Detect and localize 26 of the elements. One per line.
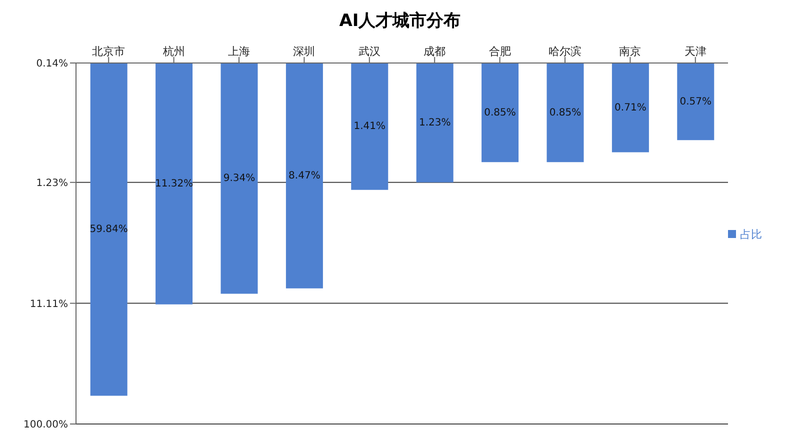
y-tick-label: 100.00%	[24, 420, 68, 431]
x-tick-label: 上海	[228, 45, 250, 58]
data-label: 0.57%	[680, 96, 712, 108]
chart-title: AI人才城市分布	[338, 10, 462, 33]
data-label: 1.23%	[418, 117, 451, 128]
x-tick-label: 天津	[684, 45, 706, 58]
data-label: 9.34%	[223, 173, 256, 184]
x-tick-label: 成都	[424, 45, 446, 58]
data-label: 8.47%	[288, 170, 320, 182]
x-tick-label: 南京	[619, 45, 642, 58]
x-tick-label: 北京市	[92, 45, 126, 58]
y-tick-label: 0.14%	[36, 58, 68, 70]
x-tick-label: 合肥	[488, 45, 511, 58]
legend-label: 占比	[740, 228, 762, 240]
data-label: 0.85%	[549, 107, 582, 118]
x-tick-label: 哈尔滨	[548, 45, 582, 58]
x-tick-label: 深圳	[293, 45, 316, 58]
data-label: 0.85%	[484, 107, 516, 118]
data-label: 0.71%	[614, 102, 646, 114]
data-label: 59.84%	[90, 224, 128, 236]
x-tick-label: 武汉	[358, 45, 380, 58]
x-tick-label: 杭州	[162, 45, 185, 58]
data-label: 1.41%	[354, 121, 386, 132]
y-tick-label: 1.23%	[36, 178, 68, 189]
y-tick-label: 11.11%	[30, 298, 68, 310]
data-label: 11.32%	[154, 178, 194, 190]
